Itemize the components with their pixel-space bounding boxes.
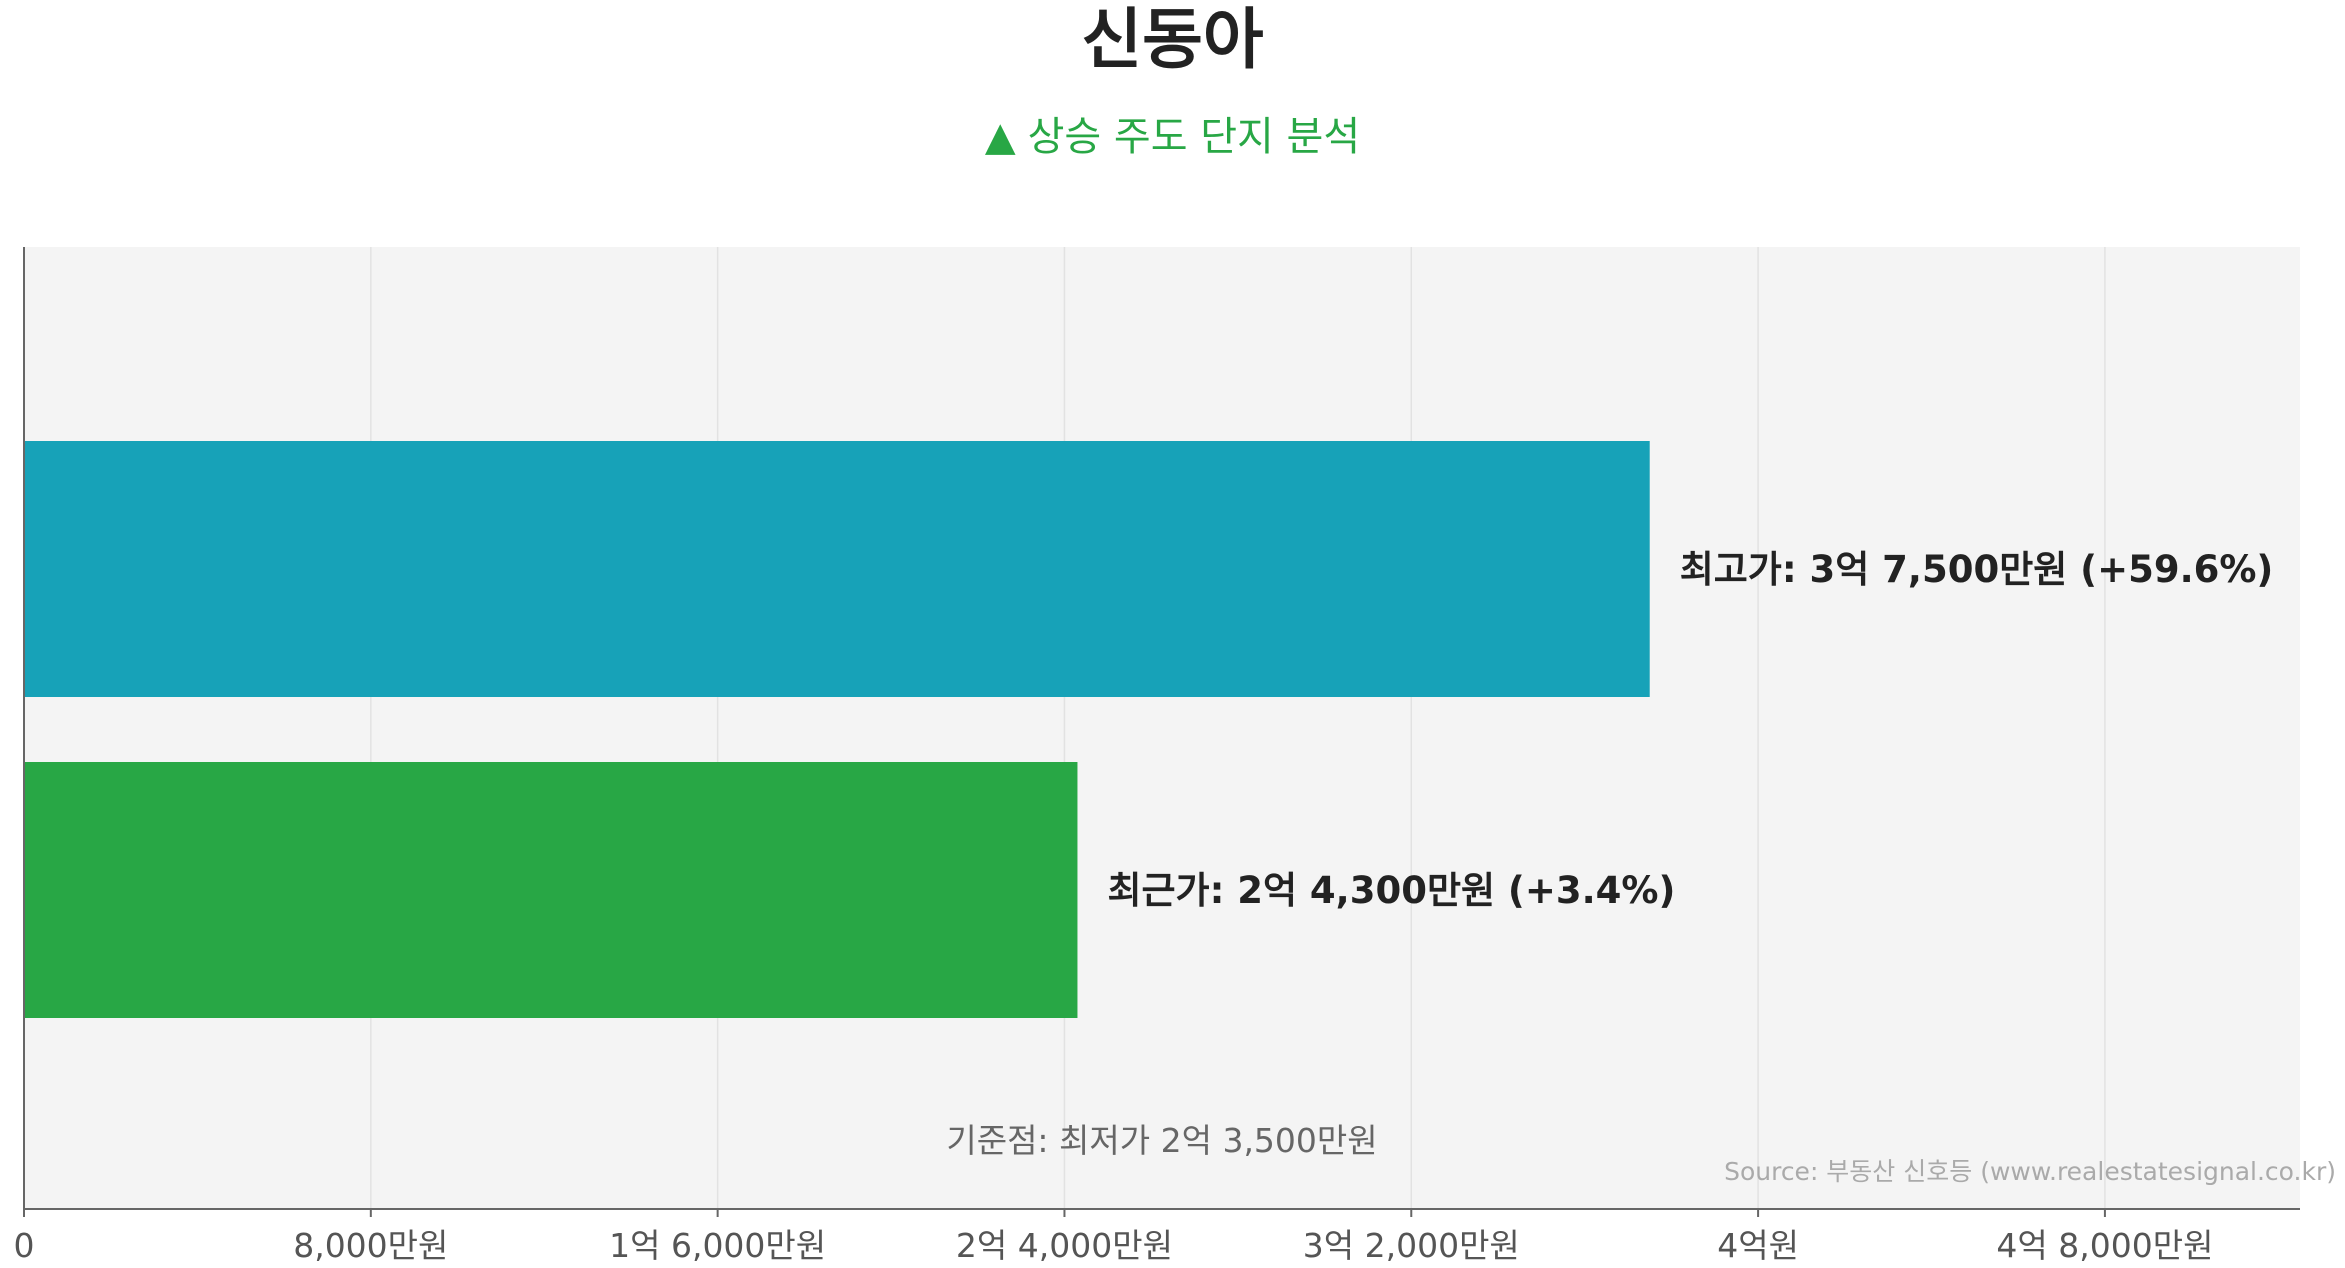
bars: 최고가: 3억 7,500만원 (+59.6%) 최근가: 2억 4,300만원 … [24,441,2273,1018]
grid-lines [370,247,2106,1209]
bar-label-recent-price: 최근가: 2억 4,300만원 (+3.4%) [1107,869,1675,912]
source-note: Source: 부동산 신호등 (www.realestatesignal.co… [1724,1157,2336,1186]
x-tick-label: 2억 4,000만원 [956,1226,1173,1265]
chart-title: 신동아 [1081,1,1264,78]
x-axis-ticks: 0 8,000만원 1억 6,000만원 2억 4,000만원 3억 2,000만원 4억… [14,1209,2213,1265]
baseline-note: 기준점: 최저가 2억 3,500만원 [946,1121,1377,1160]
x-tick-label: 4억원 [1717,1226,1799,1265]
chart-subtitle: ▲ 상승 주도 단지 분석 [0,107,2345,167]
x-tick-label: 3억 2,000만원 [1303,1226,1520,1265]
subtitle-text: 상승 주도 단지 분석 [1027,114,1361,160]
bar-recent-price [24,762,1078,1018]
x-tick-label: 1억 6,000만원 [609,1226,826,1265]
x-tick-label: 8,000만원 [293,1226,448,1265]
x-tick-label: 0 [14,1226,35,1265]
plot-background [24,247,2300,1209]
triangle-up-icon: ▲ [984,114,1016,160]
bar-highest-price [24,441,1650,697]
bar-label-highest-price: 최고가: 3억 7,500만원 (+59.6%) [1680,548,2274,591]
x-tick-label: 4억 8,000만원 [1996,1226,2213,1265]
